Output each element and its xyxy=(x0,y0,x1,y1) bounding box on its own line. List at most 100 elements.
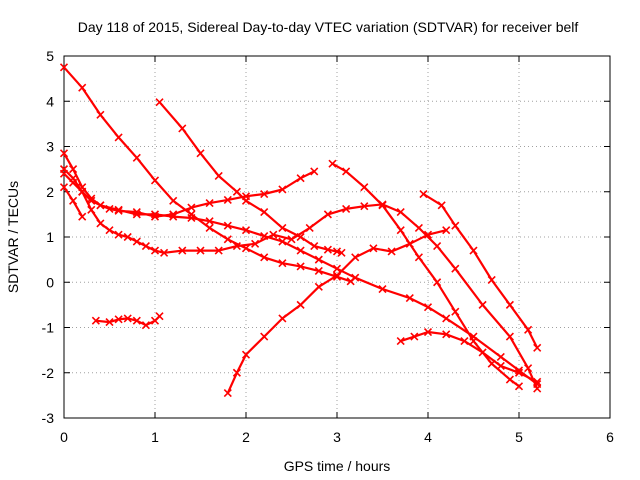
data-point xyxy=(196,149,205,158)
data-point xyxy=(187,213,196,223)
data-point xyxy=(323,210,332,219)
data-point xyxy=(155,98,164,107)
data-point xyxy=(505,332,514,341)
data-point xyxy=(314,255,323,264)
data-point xyxy=(132,316,141,325)
x-tick-label: 5 xyxy=(515,429,523,445)
data-point xyxy=(351,253,360,262)
x-tick-label: 2 xyxy=(242,429,250,445)
data-point xyxy=(442,330,451,339)
data-point xyxy=(405,294,414,303)
data-point xyxy=(396,337,405,346)
data-point xyxy=(310,241,319,251)
x-axis-title: GPS time / hours xyxy=(284,458,391,474)
series-line xyxy=(422,192,539,349)
data-point xyxy=(78,83,87,92)
data-point xyxy=(423,230,433,239)
data-point xyxy=(433,241,442,251)
data-point xyxy=(310,167,319,176)
data-point xyxy=(514,382,524,391)
data-point xyxy=(260,332,269,341)
data-point xyxy=(96,219,105,228)
data-point xyxy=(296,246,305,255)
data-point xyxy=(132,237,141,246)
data-point xyxy=(278,223,287,233)
data-point xyxy=(232,368,241,377)
data-point xyxy=(59,165,69,174)
data-series xyxy=(328,159,524,391)
data-point xyxy=(514,368,524,377)
chart-title: Day 118 of 2015, Sidereal Day-to-day VTE… xyxy=(78,19,579,35)
data-point xyxy=(396,226,405,235)
data-point xyxy=(533,377,542,386)
data-series xyxy=(59,169,542,389)
data-point xyxy=(469,246,478,255)
data-point xyxy=(59,183,69,192)
data-point xyxy=(487,359,496,368)
y-tick-label: -1 xyxy=(42,320,55,336)
data-series xyxy=(59,183,87,221)
data-point xyxy=(123,232,132,242)
data-point xyxy=(196,246,205,255)
data-point xyxy=(150,246,160,255)
data-point xyxy=(260,208,269,217)
data-point xyxy=(178,246,187,255)
data-point xyxy=(114,315,123,324)
x-tick-label: 4 xyxy=(424,429,432,445)
data-point xyxy=(169,212,178,221)
data-point xyxy=(251,239,260,248)
data-point xyxy=(278,259,287,268)
data-point xyxy=(410,332,419,341)
data-point xyxy=(437,201,446,210)
data-point xyxy=(105,318,114,327)
data-point xyxy=(524,325,533,334)
data-point xyxy=(91,316,100,325)
data-point xyxy=(332,271,342,280)
data-point xyxy=(533,343,542,352)
data-point xyxy=(328,159,337,168)
data-point xyxy=(342,167,351,176)
data-point xyxy=(160,248,169,257)
data-point xyxy=(332,247,342,256)
data-point xyxy=(269,230,278,239)
data-point xyxy=(378,284,387,294)
data-point xyxy=(241,226,251,235)
data-point xyxy=(205,223,214,233)
data-point xyxy=(141,321,150,330)
data-point xyxy=(478,300,487,309)
data-point xyxy=(155,312,164,321)
data-point xyxy=(187,203,196,212)
data-point xyxy=(296,262,305,271)
data-point xyxy=(96,201,105,210)
data-series xyxy=(155,98,346,257)
data-point xyxy=(387,247,396,256)
data-point xyxy=(132,153,141,162)
data-series xyxy=(419,189,542,352)
data-point xyxy=(442,314,451,323)
data-point xyxy=(378,201,387,210)
x-tick-label: 3 xyxy=(333,429,341,445)
data-point xyxy=(87,205,96,214)
data-point xyxy=(496,352,505,361)
data-point xyxy=(223,235,232,244)
y-tick-label: 3 xyxy=(46,139,54,155)
data-point xyxy=(423,303,433,312)
series-line xyxy=(62,168,539,390)
data-point xyxy=(114,230,123,239)
data-point xyxy=(451,264,460,273)
data-point xyxy=(305,223,314,233)
data-point xyxy=(314,282,323,291)
data-point xyxy=(505,300,514,309)
data-point xyxy=(296,300,305,309)
y-tick-label: 1 xyxy=(46,229,54,245)
data-point xyxy=(141,241,150,251)
data-point xyxy=(451,221,460,230)
x-tick-label: 0 xyxy=(60,429,68,445)
x-tick-label: 1 xyxy=(151,429,159,445)
data-point xyxy=(223,221,232,230)
data-point xyxy=(205,198,214,208)
data-point xyxy=(332,264,342,273)
data-point xyxy=(123,314,132,323)
data-point xyxy=(169,196,178,205)
